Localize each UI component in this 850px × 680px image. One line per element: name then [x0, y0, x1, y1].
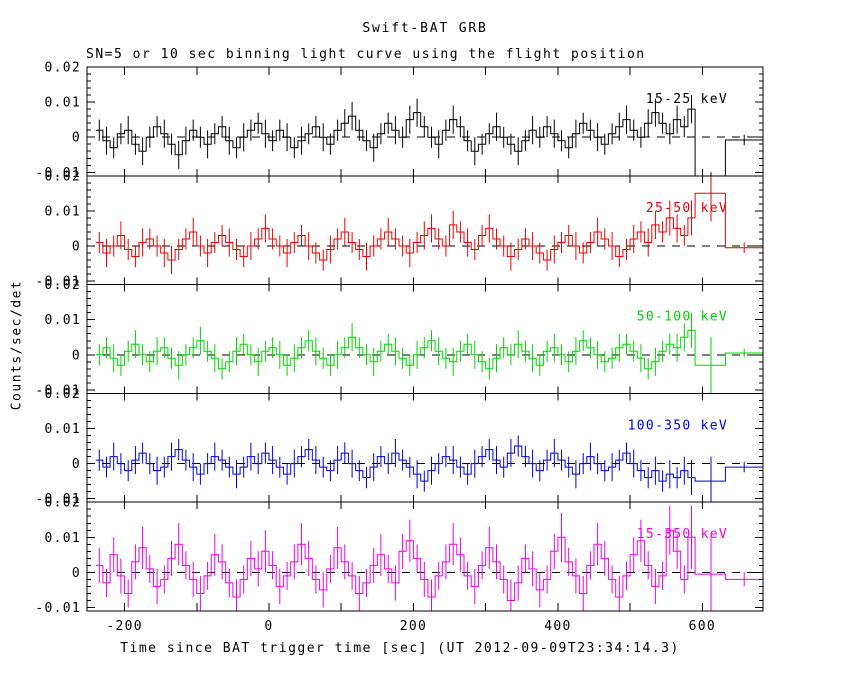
svg-text:200: 200	[400, 619, 427, 634]
svg-text:15-25 keV: 15-25 keV	[646, 92, 728, 107]
band-label-15-350-keV: 15-350 keV	[637, 527, 728, 542]
svg-text:0.02: 0.02	[44, 387, 81, 402]
svg-text:0.01: 0.01	[44, 96, 81, 111]
plot-frame	[86, 66, 764, 612]
y-tick-labels: 0.020.010-0.010.020.010-0.010.020.010-0.…	[35, 61, 81, 617]
svg-text:-0.01: -0.01	[35, 492, 81, 507]
svg-text:25-50 keV: 25-50 keV	[646, 201, 728, 216]
x-tick-labels: -200 0 200 400 600	[106, 619, 716, 634]
chart-title: Swift-BAT GRB	[362, 21, 488, 36]
band-label-15-25-keV: 15-25 keV	[646, 92, 728, 107]
series-15-25-keV	[95, 95, 763, 176]
svg-text:-200: -200	[106, 619, 143, 634]
svg-text:-0.01: -0.01	[35, 166, 81, 181]
svg-text:0: 0	[72, 457, 81, 472]
svg-text:0.01: 0.01	[44, 313, 81, 328]
svg-text:0.01: 0.01	[44, 531, 81, 546]
svg-text:-0.01: -0.01	[35, 275, 81, 290]
svg-text:100-350 keV: 100-350 keV	[628, 418, 728, 433]
svg-text:0.01: 0.01	[44, 422, 81, 437]
svg-text:0: 0	[72, 131, 81, 146]
svg-text:400: 400	[544, 619, 571, 634]
svg-text:0.01: 0.01	[44, 204, 81, 219]
svg-text:0: 0	[264, 619, 273, 634]
x-axis-label: Time since BAT trigger time [sec] (UT 20…	[120, 641, 680, 656]
series-25-50-keV	[95, 175, 763, 275]
svg-text:0: 0	[72, 566, 81, 581]
band-label-25-50-keV: 25-50 keV	[646, 201, 728, 216]
band-label-100-350-keV: 100-350 keV	[628, 418, 728, 433]
svg-text:600: 600	[689, 619, 716, 634]
axis-ticks	[87, 66, 763, 611]
svg-text:0.02: 0.02	[44, 169, 81, 184]
band-label-50-100-keV: 50-100 keV	[637, 310, 728, 325]
svg-text:0.02: 0.02	[44, 278, 81, 293]
chart-subtitle: SN=5 or 10 sec binning light curve using…	[86, 47, 646, 62]
svg-text:0: 0	[72, 240, 81, 255]
series-15-350-keV	[95, 505, 763, 612]
svg-text:-0.01: -0.01	[35, 383, 81, 398]
svg-text:0.02: 0.02	[44, 496, 81, 511]
y-axis-label: Counts/sec/det	[9, 279, 25, 411]
svg-text:-0.01: -0.01	[35, 601, 81, 616]
svg-text:50-100 keV: 50-100 keV	[637, 310, 728, 325]
series-100-350-keV	[95, 435, 763, 503]
series-50-100-keV	[95, 312, 763, 394]
svg-text:15-350 keV: 15-350 keV	[637, 527, 728, 542]
svg-text:0: 0	[72, 348, 81, 363]
svg-text:0.02: 0.02	[44, 61, 81, 76]
